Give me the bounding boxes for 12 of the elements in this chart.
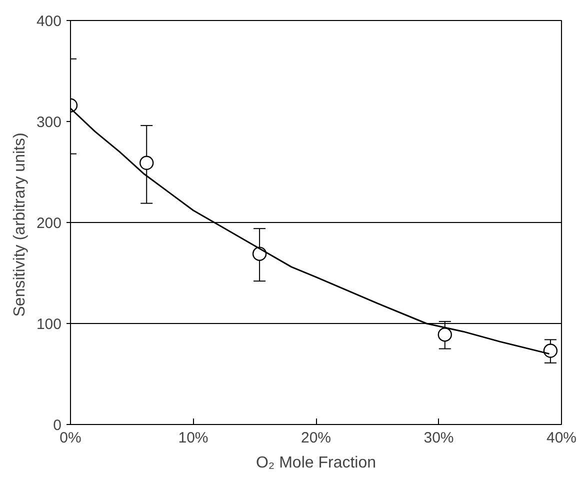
x-tick-label: 10%: [178, 430, 208, 446]
x-tick-label: 20%: [300, 430, 332, 446]
x-tick-label: 0%: [60, 430, 82, 446]
y-axis-title: Sensitivity (arbitrary units): [11, 132, 28, 317]
x-tick-label: 40%: [546, 430, 577, 446]
y-tick-label: 400: [36, 13, 62, 30]
y-tick-label: 200: [36, 215, 62, 232]
y-tick-label: 100: [36, 316, 62, 333]
y-tick-label: 0: [53, 417, 62, 434]
y-tick-label: 300: [36, 114, 62, 131]
x-axis-title: O₂ Mole Fraction: [256, 454, 376, 472]
x-tick-label: 30%: [424, 430, 454, 446]
